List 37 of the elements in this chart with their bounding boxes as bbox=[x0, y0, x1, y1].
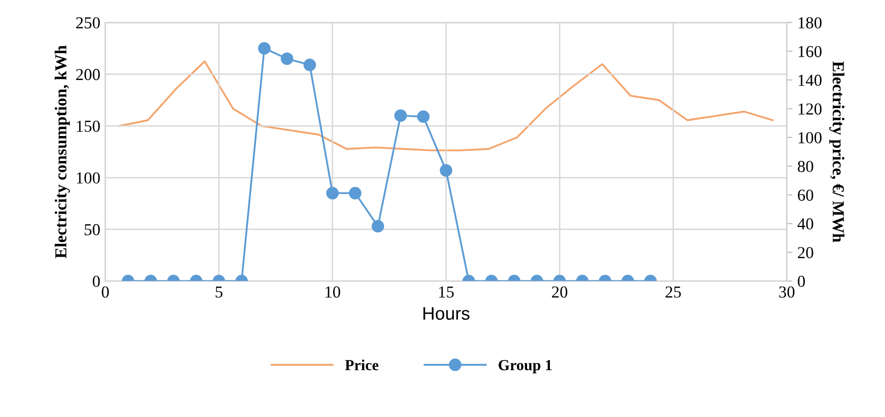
y2-tick-label: 160 bbox=[798, 46, 822, 58]
y-tick-label: 100 bbox=[76, 172, 100, 184]
point bbox=[348, 186, 362, 200]
line-series bbox=[118, 60, 774, 152]
x-tick-label: 15 bbox=[439, 286, 454, 298]
x-tick-label: 25 bbox=[666, 286, 681, 298]
y2-tick-label: 60 bbox=[798, 190, 814, 201]
y2-tick-label: 40 bbox=[798, 218, 814, 230]
x-tick-label: 30 bbox=[779, 286, 794, 298]
y-tick-label: 150 bbox=[76, 120, 100, 132]
x-axis-title: Hours bbox=[423, 307, 470, 320]
y-axis-title: Electricity consumption, kWh bbox=[54, 45, 70, 258]
y2-tick-label: 0 bbox=[798, 276, 805, 288]
point bbox=[440, 164, 452, 177]
y-tick-label: 0 bbox=[92, 276, 100, 288]
x-tick-label: 10 bbox=[326, 286, 340, 298]
point bbox=[417, 110, 430, 123]
legend-label: Price bbox=[345, 360, 378, 370]
y2-tick-label: 20 bbox=[798, 247, 814, 258]
y2-axis-title: Electricity price, €/ MWh bbox=[829, 61, 844, 242]
x-tick-label: 0 bbox=[102, 286, 109, 298]
y2-tick-label: 80 bbox=[798, 160, 814, 172]
y-tick-label: 50 bbox=[84, 224, 100, 236]
legend-label: Group 1 bbox=[498, 360, 552, 374]
x-tick-label: 5 bbox=[216, 286, 222, 298]
point bbox=[326, 186, 339, 200]
y2-tick-label: 100 bbox=[798, 132, 822, 144]
point bbox=[394, 109, 407, 122]
point bbox=[304, 58, 316, 72]
y2-tick-label: 180 bbox=[798, 17, 822, 28]
point bbox=[280, 52, 294, 65]
y-tick-label: 250 bbox=[76, 17, 100, 28]
y2-tick-label: 120 bbox=[798, 103, 822, 115]
y-tick-label: 200 bbox=[76, 68, 100, 80]
point bbox=[258, 42, 271, 55]
x-tick-label: 20 bbox=[552, 286, 568, 298]
y2-tick-label: 140 bbox=[798, 74, 822, 86]
